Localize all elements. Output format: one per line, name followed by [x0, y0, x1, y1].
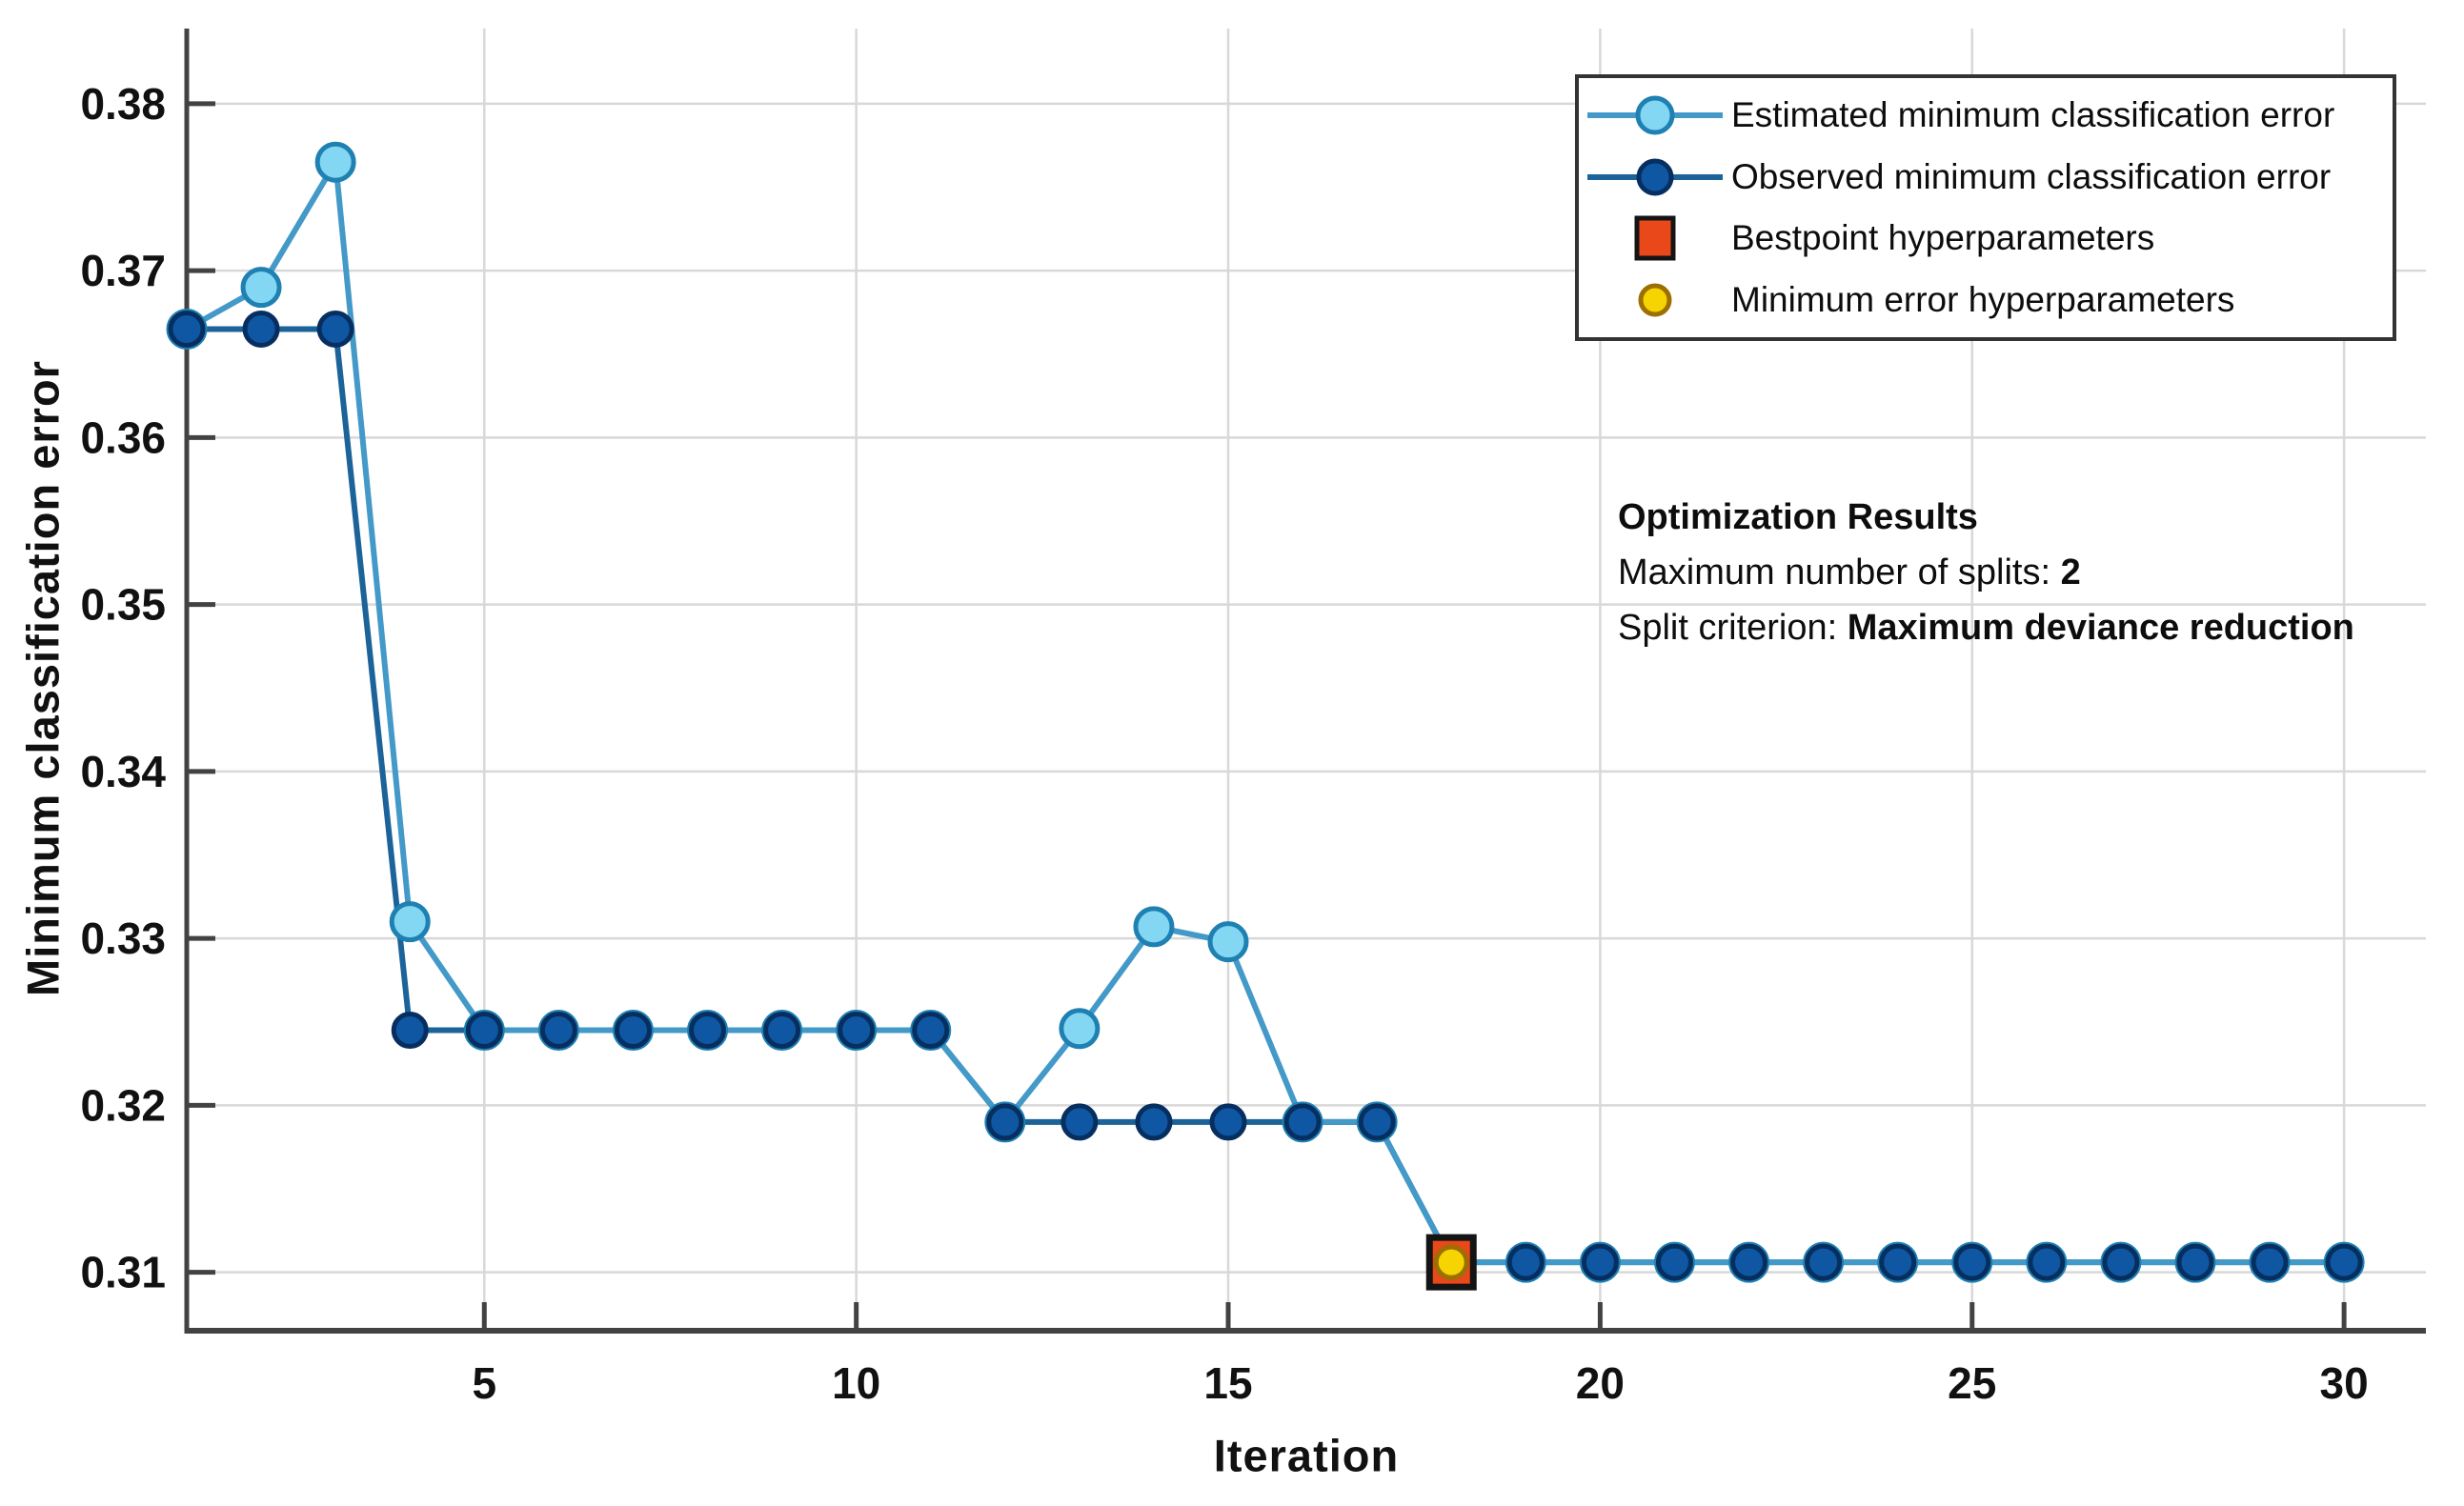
observed-point	[1506, 1243, 1545, 1281]
observed-point	[2251, 1243, 2289, 1281]
observed-point	[614, 1012, 652, 1050]
legend-label: Minimum error hyperparameters	[1731, 279, 2235, 319]
observed-point	[2325, 1243, 2363, 1281]
legend-entry-estimated: Estimated minimum classification error	[1579, 86, 2393, 145]
observed-point	[912, 1012, 950, 1050]
observed-point	[1953, 1243, 1991, 1281]
observed-point	[1581, 1243, 1619, 1281]
y-axis-label: Minimum classification error	[17, 360, 69, 996]
observed-point	[168, 310, 206, 348]
y-tick-label: 0.33	[80, 914, 166, 963]
observed-point	[2176, 1243, 2214, 1281]
x-tick-label: 25	[1948, 1358, 1996, 1408]
observed-point	[1879, 1243, 1917, 1281]
optimization-results-annotation: Optimization Results Maximum number of s…	[1618, 490, 2354, 655]
legend-entry-observed: Observed minimum classification error	[1579, 148, 2393, 207]
observed-point	[1060, 1103, 1099, 1141]
y-tick-label: 0.38	[80, 79, 166, 129]
tick-labels: 0.31 0.32 0.33 0.34 0.35 0.36 0.37 0.38 5 10 15 20 2…	[80, 79, 2368, 1408]
observed-line-marker-icon	[1579, 149, 1731, 206]
x-tick-label: 5	[472, 1358, 496, 1408]
x-tick-label: 20	[1576, 1358, 1625, 1408]
observed-point	[1209, 1103, 1247, 1141]
y-tick-label: 0.31	[80, 1248, 166, 1297]
observed-point	[1805, 1243, 1843, 1281]
x-tick-label: 30	[2320, 1358, 2369, 1408]
y-tick-label: 0.36	[80, 412, 166, 462]
observed-point	[1730, 1243, 1768, 1281]
legend-label: Bestpoint hyperparameters	[1731, 218, 2155, 258]
estimated-line-marker-icon	[1579, 87, 1731, 144]
annotation-line: Split criterion: Maximum deviance reduct…	[1618, 608, 2354, 648]
annotation-title: Optimization Results	[1618, 497, 1978, 537]
y-tick-label: 0.37	[80, 246, 166, 295]
y-tick-label: 0.35	[80, 580, 166, 630]
observed-point	[1655, 1243, 1693, 1281]
min-error-circle-icon	[1579, 271, 1731, 329]
estimated-point	[1059, 1008, 1101, 1050]
y-tick-label: 0.32	[80, 1080, 166, 1130]
observed-point	[1283, 1103, 1322, 1141]
x-tick-label: 15	[1203, 1358, 1252, 1408]
observed-point	[689, 1012, 727, 1050]
estimated-point	[389, 901, 431, 943]
observed-point	[242, 310, 280, 348]
observed-point	[986, 1103, 1024, 1141]
x-axis-label: Iteration	[1213, 1430, 1400, 1481]
observed-point	[1135, 1103, 1173, 1141]
legend: Estimated minimum classification error O…	[1575, 74, 2396, 341]
legend-label: Estimated minimum classification error	[1731, 95, 2335, 135]
observed-point	[2102, 1243, 2140, 1281]
bestpoint-square-icon	[1579, 210, 1731, 267]
legend-entry-bestpoint: Bestpoint hyperparameters	[1579, 209, 2393, 268]
observed-point	[1358, 1103, 1396, 1141]
observed-point	[539, 1012, 577, 1050]
estimated-point	[240, 267, 282, 309]
estimated-point	[314, 141, 356, 183]
observed-point	[763, 1012, 801, 1050]
observed-point	[2028, 1243, 2066, 1281]
annotation-line: Maximum number of splits: 2	[1618, 552, 2081, 592]
observed-point	[391, 1012, 429, 1050]
estimated-point	[1207, 921, 1249, 963]
estimated-point	[1133, 906, 1175, 948]
observed-point	[465, 1012, 503, 1050]
legend-entry-minerror: Minimum error hyperparameters	[1579, 271, 2393, 330]
x-tick-label: 10	[832, 1358, 880, 1408]
observed-line	[187, 326, 2345, 1266]
observed-markers	[168, 310, 2363, 1281]
y-tick-label: 0.34	[80, 747, 166, 796]
observed-point	[838, 1012, 876, 1050]
min-error-marker	[1433, 1244, 1469, 1280]
legend-label: Observed minimum classification error	[1731, 156, 2332, 196]
axes	[184, 29, 2426, 1334]
observed-point	[316, 310, 354, 348]
